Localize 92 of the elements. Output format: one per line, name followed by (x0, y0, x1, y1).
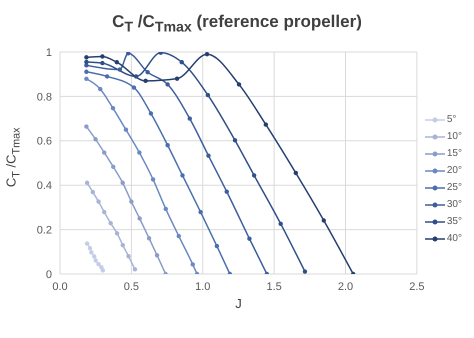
y-tick-label: 0.8 (36, 91, 52, 104)
point (89, 250, 94, 255)
point (88, 246, 92, 250)
point (206, 153, 211, 158)
y-tick-label: 0 (46, 268, 52, 281)
x-tick-label: 1.5 (266, 280, 282, 293)
point (322, 218, 326, 223)
point (188, 116, 192, 121)
point (154, 253, 160, 258)
point (132, 85, 136, 90)
point (84, 55, 89, 60)
point (102, 210, 106, 214)
point (137, 150, 142, 155)
legend-label: 5° (446, 114, 456, 125)
x-tick-label: 1.0 (195, 280, 210, 293)
point (96, 262, 101, 266)
point (247, 236, 252, 241)
point (110, 106, 116, 110)
point (104, 74, 110, 79)
point (214, 244, 220, 248)
point (164, 206, 168, 212)
point (84, 124, 89, 129)
point (102, 150, 106, 155)
point (206, 92, 210, 98)
point (108, 220, 113, 226)
point (204, 52, 210, 56)
point (165, 82, 170, 87)
point (120, 242, 126, 248)
point (84, 60, 89, 64)
point (294, 170, 298, 176)
point (93, 137, 98, 142)
point (132, 267, 138, 272)
y-tick-label: 0.4 (36, 180, 52, 192)
legend-label: 15° (446, 148, 462, 159)
point (114, 231, 120, 236)
point (165, 143, 170, 148)
point (174, 76, 180, 81)
point (252, 173, 256, 178)
y-tick-label: 1 (46, 46, 52, 59)
point (143, 78, 148, 84)
legend-label: 40° (446, 233, 462, 244)
point (90, 190, 96, 194)
point (198, 210, 203, 214)
x-axis-title: J (235, 296, 242, 311)
point (180, 60, 184, 64)
y-tick-label: 0.2 (36, 224, 52, 237)
point (84, 180, 90, 185)
point (129, 199, 134, 204)
point (111, 164, 116, 169)
point (100, 60, 105, 66)
point (180, 173, 185, 178)
legend-label: 30° (446, 199, 462, 210)
point (146, 236, 152, 240)
x-tick-label: 0.0 (52, 280, 68, 293)
point (114, 60, 120, 64)
point (100, 268, 106, 273)
point (190, 262, 195, 267)
chart-title: C$_{T}$ /C$_{Tmax}$ (reference propeller) (111, 11, 363, 36)
point (126, 254, 131, 258)
legend-label: 10° (446, 131, 462, 142)
point (176, 234, 181, 238)
point (126, 52, 130, 56)
point (236, 82, 242, 87)
point (93, 258, 98, 263)
point (84, 70, 89, 74)
point (145, 70, 150, 74)
legend-label: 35° (446, 216, 462, 227)
point (120, 180, 125, 185)
legend-label: 20° (446, 165, 462, 176)
point (224, 189, 229, 194)
x-tick-label: 2.0 (338, 280, 354, 293)
x-tick-label: 0.5 (124, 280, 140, 293)
point (92, 254, 96, 259)
point (150, 177, 156, 182)
point (264, 122, 268, 127)
point (96, 199, 101, 204)
y-tick-label: 0.6 (36, 136, 52, 148)
point (124, 128, 128, 132)
point (134, 74, 138, 79)
legend-label: 25° (446, 182, 462, 193)
point (302, 269, 308, 274)
point (118, 67, 122, 72)
point (232, 138, 238, 143)
x-tick-label: 2.5 (409, 280, 425, 293)
point (84, 241, 90, 246)
point (158, 52, 163, 55)
point (137, 216, 142, 221)
point (278, 222, 283, 226)
point (148, 111, 154, 116)
point (84, 76, 89, 82)
point (98, 86, 102, 92)
point (100, 54, 105, 59)
